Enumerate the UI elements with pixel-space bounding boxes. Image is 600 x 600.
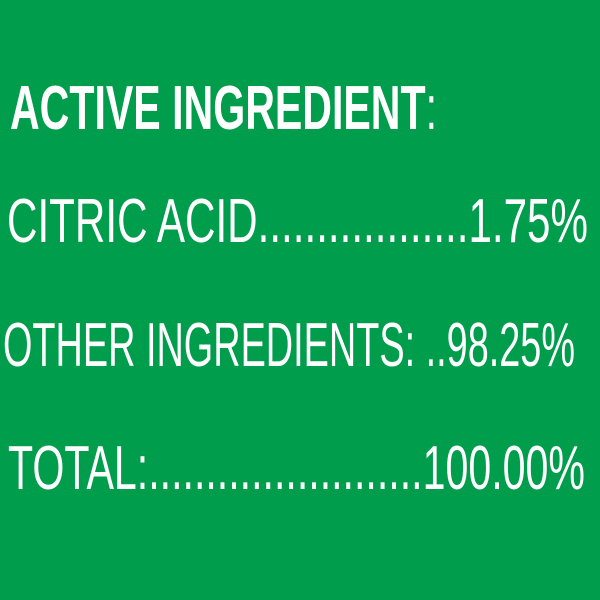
ingredient-row-citric-acid: CITRIC ACID..................1.75%: [7, 191, 588, 253]
ingredient-value: 98.25%: [446, 311, 575, 380]
ingredient-value: 100.00%: [422, 434, 585, 503]
ingredient-row-total: TOTAL:........................100.00%: [8, 438, 585, 500]
ingredient-row-other-ingredients: OTHER INGREDIENTS: ..98.25%: [3, 315, 575, 377]
ingredient-name: OTHER INGREDIENTS:: [3, 311, 416, 380]
ingredient-value: 1.75%: [468, 187, 588, 256]
dot-leader: ..................: [257, 187, 469, 256]
heading-text: ACTIVE INGREDIENT: [10, 74, 426, 143]
dot-leader: ..: [415, 311, 447, 380]
heading-colon: :: [425, 74, 438, 143]
ingredient-name: TOTAL:: [8, 434, 149, 503]
dot-leader: ........................: [148, 434, 423, 503]
ingredient-name: CITRIC ACID: [7, 187, 258, 256]
active-ingredient-heading: ACTIVE INGREDIENT:: [10, 78, 437, 140]
